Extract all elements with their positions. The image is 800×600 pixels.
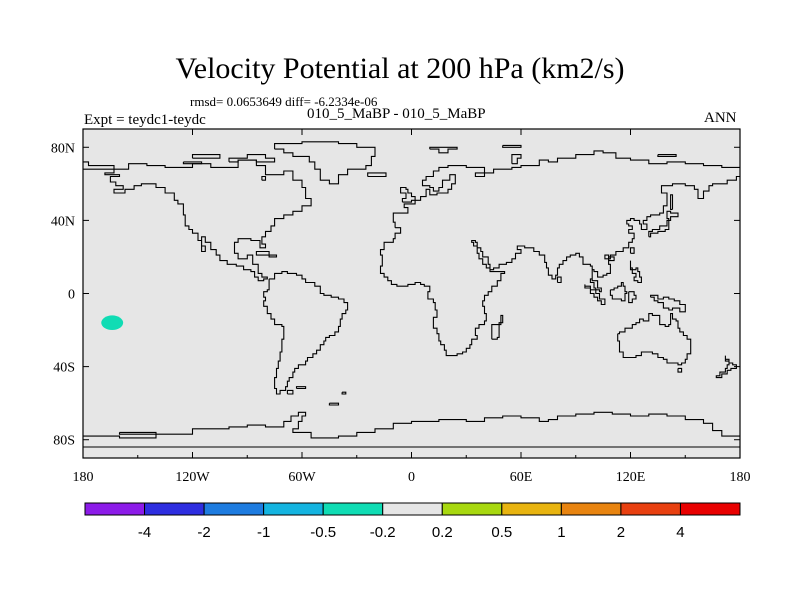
x-tick-label-1: 120W bbox=[175, 470, 210, 485]
coastline-14 bbox=[556, 276, 562, 284]
map-background bbox=[83, 129, 740, 458]
coastline-15 bbox=[584, 284, 606, 306]
colorbar-swatch-4 bbox=[322, 502, 384, 516]
coastline-3 bbox=[379, 175, 740, 357]
coastline-12 bbox=[255, 250, 278, 258]
y-tick-label-0: 80N bbox=[51, 141, 75, 156]
coastline-34 bbox=[191, 154, 221, 159]
coastline-23 bbox=[608, 256, 615, 262]
coastline-10 bbox=[400, 186, 416, 203]
coastline-4 bbox=[617, 313, 692, 366]
season-label: ANN bbox=[704, 110, 737, 126]
coastline-9 bbox=[274, 141, 376, 185]
y-axis: 80N 40N 0 40S 80S bbox=[51, 141, 740, 449]
colorbar-label-4: -0.2 bbox=[370, 524, 396, 541]
x-tick-label-0: 180 bbox=[73, 470, 94, 485]
colorbar-swatch-6 bbox=[441, 502, 503, 516]
rmsd-diff-label: rmsd= 0.0653649 diff= -6.2334e-06 bbox=[190, 94, 378, 109]
coastline-35 bbox=[182, 161, 203, 165]
colorbar-swatch-1 bbox=[144, 502, 205, 516]
y-tick-label-3: 40S bbox=[53, 361, 75, 376]
coastline-26 bbox=[295, 386, 307, 390]
coastline-13 bbox=[491, 314, 504, 340]
coastline-31 bbox=[429, 146, 458, 154]
colorbar-label-1: -2 bbox=[197, 524, 210, 541]
colorbar-label-6: 0.5 bbox=[491, 524, 512, 541]
colorbar-swatch-10 bbox=[679, 502, 741, 516]
coastline-30 bbox=[502, 144, 522, 148]
coastline-24 bbox=[677, 367, 683, 373]
colorbar-label-3: -0.5 bbox=[310, 524, 336, 541]
colorbar-label-0: -4 bbox=[138, 524, 151, 541]
coastline-25 bbox=[715, 355, 737, 379]
coastline-18 bbox=[650, 294, 686, 313]
coastline-29 bbox=[341, 391, 347, 395]
x-tick-label-4: 60E bbox=[510, 470, 533, 485]
colorbar-label-2: -1 bbox=[257, 524, 270, 541]
experiment-label: Expt = teydc1-teydc bbox=[84, 112, 206, 128]
coastline-16 bbox=[609, 281, 628, 302]
x-tick-label-5: 120E bbox=[616, 470, 646, 485]
x-tick-label-2: 60W bbox=[288, 470, 316, 485]
coastline-6 bbox=[83, 411, 740, 439]
coastline-layer bbox=[83, 141, 740, 448]
colorbar-swatch-0 bbox=[84, 502, 146, 516]
colorbar-label-8: 2 bbox=[617, 524, 625, 541]
y-tick-label-1: 40N bbox=[51, 214, 75, 229]
coastline-7 bbox=[118, 431, 157, 435]
colorbar-swatch-8 bbox=[560, 502, 622, 516]
y-tick-label-4: 80S bbox=[53, 434, 75, 449]
x-tick-label-6: 180 bbox=[730, 470, 751, 485]
coastline-27 bbox=[286, 389, 294, 395]
colorbar-swatch-5 bbox=[382, 502, 443, 516]
colorbar: -4 -2 -1 -0.5 -0.2 0.2 0.5 1 2 4 bbox=[84, 502, 741, 541]
coastline-36 bbox=[261, 175, 267, 181]
x-axis: 180 120W 60W 0 60E 120E 180 bbox=[73, 129, 751, 485]
coastline-8 bbox=[228, 154, 276, 163]
coastline-17 bbox=[628, 291, 637, 304]
y-tick-label-2: 0 bbox=[68, 288, 75, 303]
coastline-20 bbox=[648, 210, 679, 238]
coastline-28 bbox=[328, 402, 340, 406]
colorbar-swatch-2 bbox=[203, 502, 265, 516]
colorbar-swatch-9 bbox=[620, 502, 681, 516]
coastline-1 bbox=[263, 271, 349, 395]
coastline-22 bbox=[629, 247, 635, 254]
case-label: 010_5_MaBP - 010_5_MaBP bbox=[307, 106, 486, 122]
chart-title: Velocity Potential at 200 hPa (km2/s) bbox=[175, 52, 625, 85]
x-tick-label-3: 0 bbox=[408, 470, 415, 485]
anomaly-layer bbox=[101, 315, 124, 331]
colorbar-label-9: 4 bbox=[676, 524, 684, 541]
colorbar-label-5: 0.2 bbox=[432, 524, 453, 541]
coastline-19 bbox=[629, 260, 642, 284]
coastline-21 bbox=[670, 194, 674, 210]
colorbar-swatch-3 bbox=[263, 502, 324, 516]
colorbar-swatch-7 bbox=[501, 502, 562, 516]
coastline-33 bbox=[657, 154, 677, 157]
coastline-2 bbox=[392, 150, 740, 228]
anomaly-blob-0 bbox=[101, 315, 124, 331]
colorbar-label-7: 1 bbox=[557, 524, 565, 541]
coastline-32 bbox=[511, 154, 522, 165]
coastline-0 bbox=[83, 159, 312, 282]
coastline-11 bbox=[367, 172, 387, 178]
